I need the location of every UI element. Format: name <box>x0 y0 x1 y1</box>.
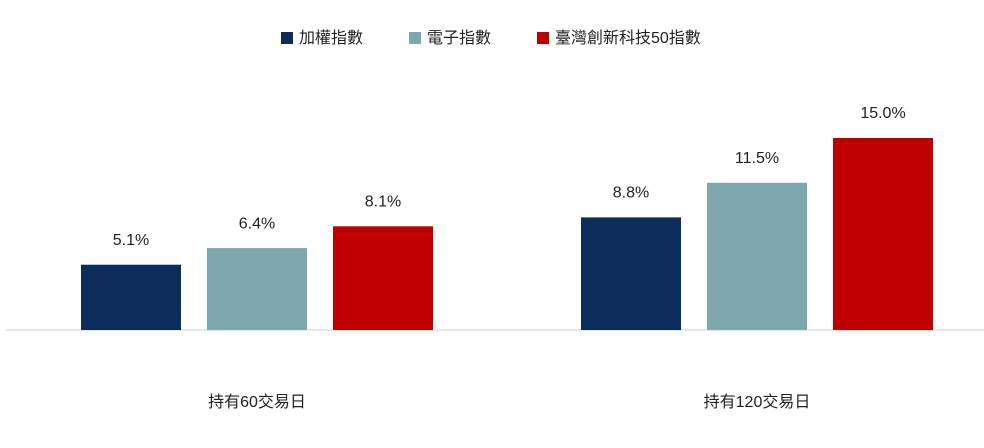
bar <box>81 264 181 330</box>
bar <box>707 182 807 330</box>
bar <box>333 226 433 330</box>
legend-label: 電子指數 <box>427 29 491 47</box>
legend-swatch <box>409 32 421 44</box>
x-tick-label: 持有60交易日 <box>208 393 306 411</box>
legend-swatch <box>281 32 293 44</box>
legend-label: 臺灣創新科技50指數 <box>555 29 701 47</box>
bar <box>207 248 307 330</box>
data-label: 8.8% <box>613 185 649 202</box>
bar <box>833 138 933 330</box>
data-label: 5.1% <box>113 232 149 249</box>
data-label: 8.1% <box>365 194 401 211</box>
x-tick-label: 持有120交易日 <box>704 393 811 411</box>
data-label: 11.5% <box>735 150 779 167</box>
data-label: 6.4% <box>239 215 275 232</box>
legend-label: 加權指數 <box>299 29 363 47</box>
bar <box>581 217 681 330</box>
data-label: 15.0% <box>860 105 905 122</box>
legend-swatch <box>537 32 549 44</box>
